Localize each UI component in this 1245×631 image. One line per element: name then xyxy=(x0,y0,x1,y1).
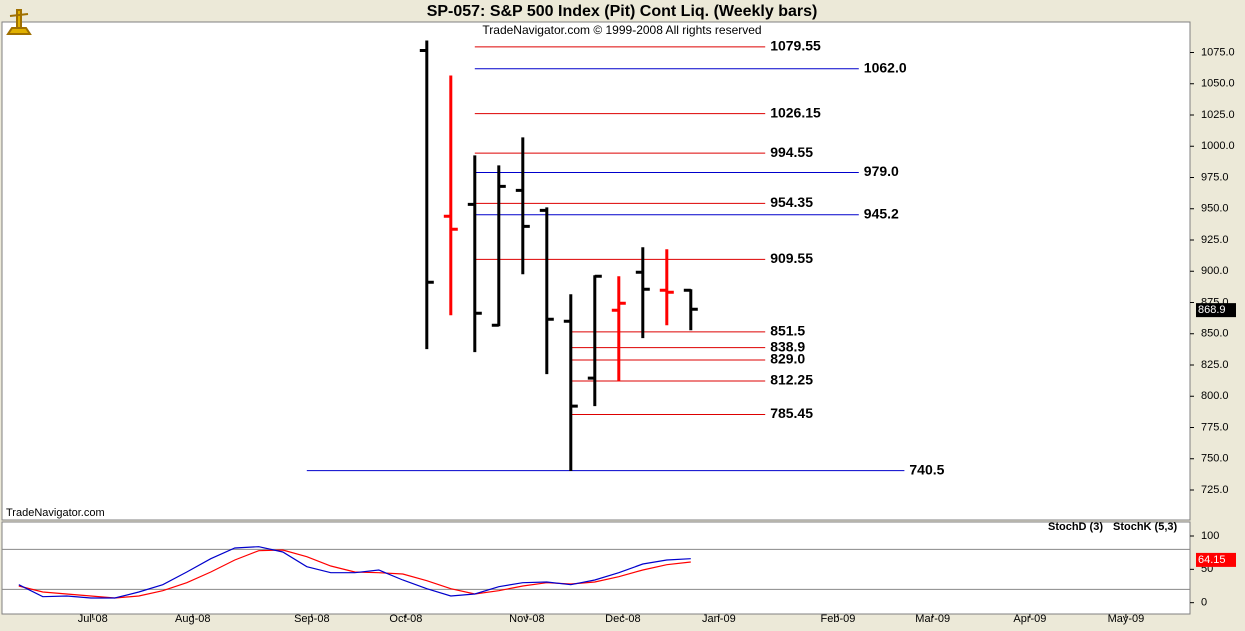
level-label: 979.0 xyxy=(864,163,899,179)
level-label: 945.2 xyxy=(864,205,899,221)
y-tick-label: 775.0 xyxy=(1201,421,1229,433)
x-tick-label: Sep-08 xyxy=(294,613,329,625)
last-value-label: 64.15 xyxy=(1198,554,1226,566)
y-tick-label: 1025.0 xyxy=(1201,109,1235,121)
legend-entry: StochK (5,3) xyxy=(1113,521,1178,533)
last-value-box xyxy=(1196,552,1236,567)
y-tick-label: 850.0 xyxy=(1201,328,1229,340)
x-tick-label: Jul-08 xyxy=(78,613,108,625)
y-tick-label: 825.0 xyxy=(1201,359,1229,371)
level-label: 909.55 xyxy=(770,250,813,266)
legend-entry: StochD (3) xyxy=(1048,521,1103,533)
x-tick-label: Nov-08 xyxy=(509,613,544,625)
x-tick-label: Aug-08 xyxy=(175,613,210,625)
level-label: 829.0 xyxy=(770,351,805,367)
watermark: TradeNavigator.com xyxy=(6,507,105,519)
stoch-line xyxy=(18,546,691,599)
y-tick-label: 900.0 xyxy=(1201,265,1229,277)
price-panel xyxy=(1,21,1191,521)
y-tick-label: 950.0 xyxy=(1201,203,1229,215)
level-label: 740.5 xyxy=(909,461,944,477)
chart-title: SP-057: S&P 500 Index (Pit) Cont Liq. (W… xyxy=(427,3,818,20)
level-label: 994.55 xyxy=(770,144,813,160)
chart-subtitle: TradeNavigator.com © 1999-2008 All right… xyxy=(482,23,761,37)
level-label: 851.5 xyxy=(770,323,805,339)
y-tick-label: 1075.0 xyxy=(1201,46,1235,58)
level-label: 838.9 xyxy=(770,338,805,354)
last-value-box xyxy=(1196,303,1236,318)
level-label: 1079.55 xyxy=(770,38,821,54)
y-tick-label: 100 xyxy=(1201,530,1219,542)
x-tick-label: Jan-09 xyxy=(702,613,736,625)
logo xyxy=(6,9,32,35)
x-tick-label: Mar-09 xyxy=(915,613,950,625)
y-tick-label: 925.0 xyxy=(1201,234,1229,246)
y-tick-label: 725.0 xyxy=(1201,484,1229,496)
y-tick-label: 750.0 xyxy=(1201,453,1229,465)
x-tick-label: Feb-09 xyxy=(820,613,855,625)
x-tick-label: May-09 xyxy=(1108,613,1145,625)
x-tick-label: Oct-08 xyxy=(389,613,422,625)
x-tick-label: Apr-09 xyxy=(1013,613,1046,625)
level-label: 785.45 xyxy=(770,405,813,421)
y-tick-label: 800.0 xyxy=(1201,390,1229,402)
y-tick-label: 975.0 xyxy=(1201,171,1229,183)
y-tick-label: 1000.0 xyxy=(1201,140,1235,152)
level-label: 812.25 xyxy=(770,372,813,388)
level-label: 1062.0 xyxy=(864,59,907,75)
y-tick-label: 0 xyxy=(1201,597,1207,609)
stoch-panel xyxy=(1,521,1191,615)
y-tick-label: 1050.0 xyxy=(1201,78,1235,90)
last-value-label: 868.9 xyxy=(1198,304,1226,316)
level-label: 954.35 xyxy=(770,194,813,210)
x-tick-label: Dec-08 xyxy=(605,613,640,625)
level-label: 1026.15 xyxy=(770,104,821,120)
